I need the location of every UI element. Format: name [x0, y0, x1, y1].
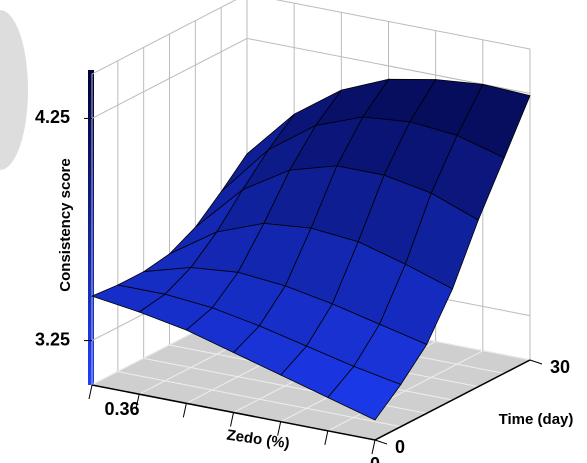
floor-grid-line — [327, 350, 484, 432]
x-tick — [277, 421, 282, 436]
x-tick — [182, 403, 187, 418]
wall-grid-line — [91, 37, 531, 119]
x-tick-label: 0.36 — [104, 399, 139, 419]
x-tick — [230, 412, 234, 427]
z-tick-label: 3.25 — [35, 329, 70, 349]
y-tick — [529, 359, 543, 365]
x-tick-label: 0 — [370, 454, 380, 463]
x-axis-label: Zedo (%) — [226, 427, 291, 453]
x-tick — [135, 394, 140, 409]
y-tick-label: 0 — [395, 437, 405, 457]
x-tick — [88, 384, 93, 400]
y-tick — [374, 439, 388, 445]
z-tick-label: 4.25 — [35, 107, 70, 127]
surface-cell — [90, 284, 167, 313]
y-axis-label: Time (day) — [499, 411, 574, 428]
z-axis-label: Consistency score — [57, 158, 74, 291]
artifact — [0, 10, 28, 170]
color-bar — [88, 70, 94, 385]
x-tick — [324, 430, 329, 445]
x-tick — [371, 439, 376, 455]
y-tick-label: 30 — [550, 357, 570, 377]
